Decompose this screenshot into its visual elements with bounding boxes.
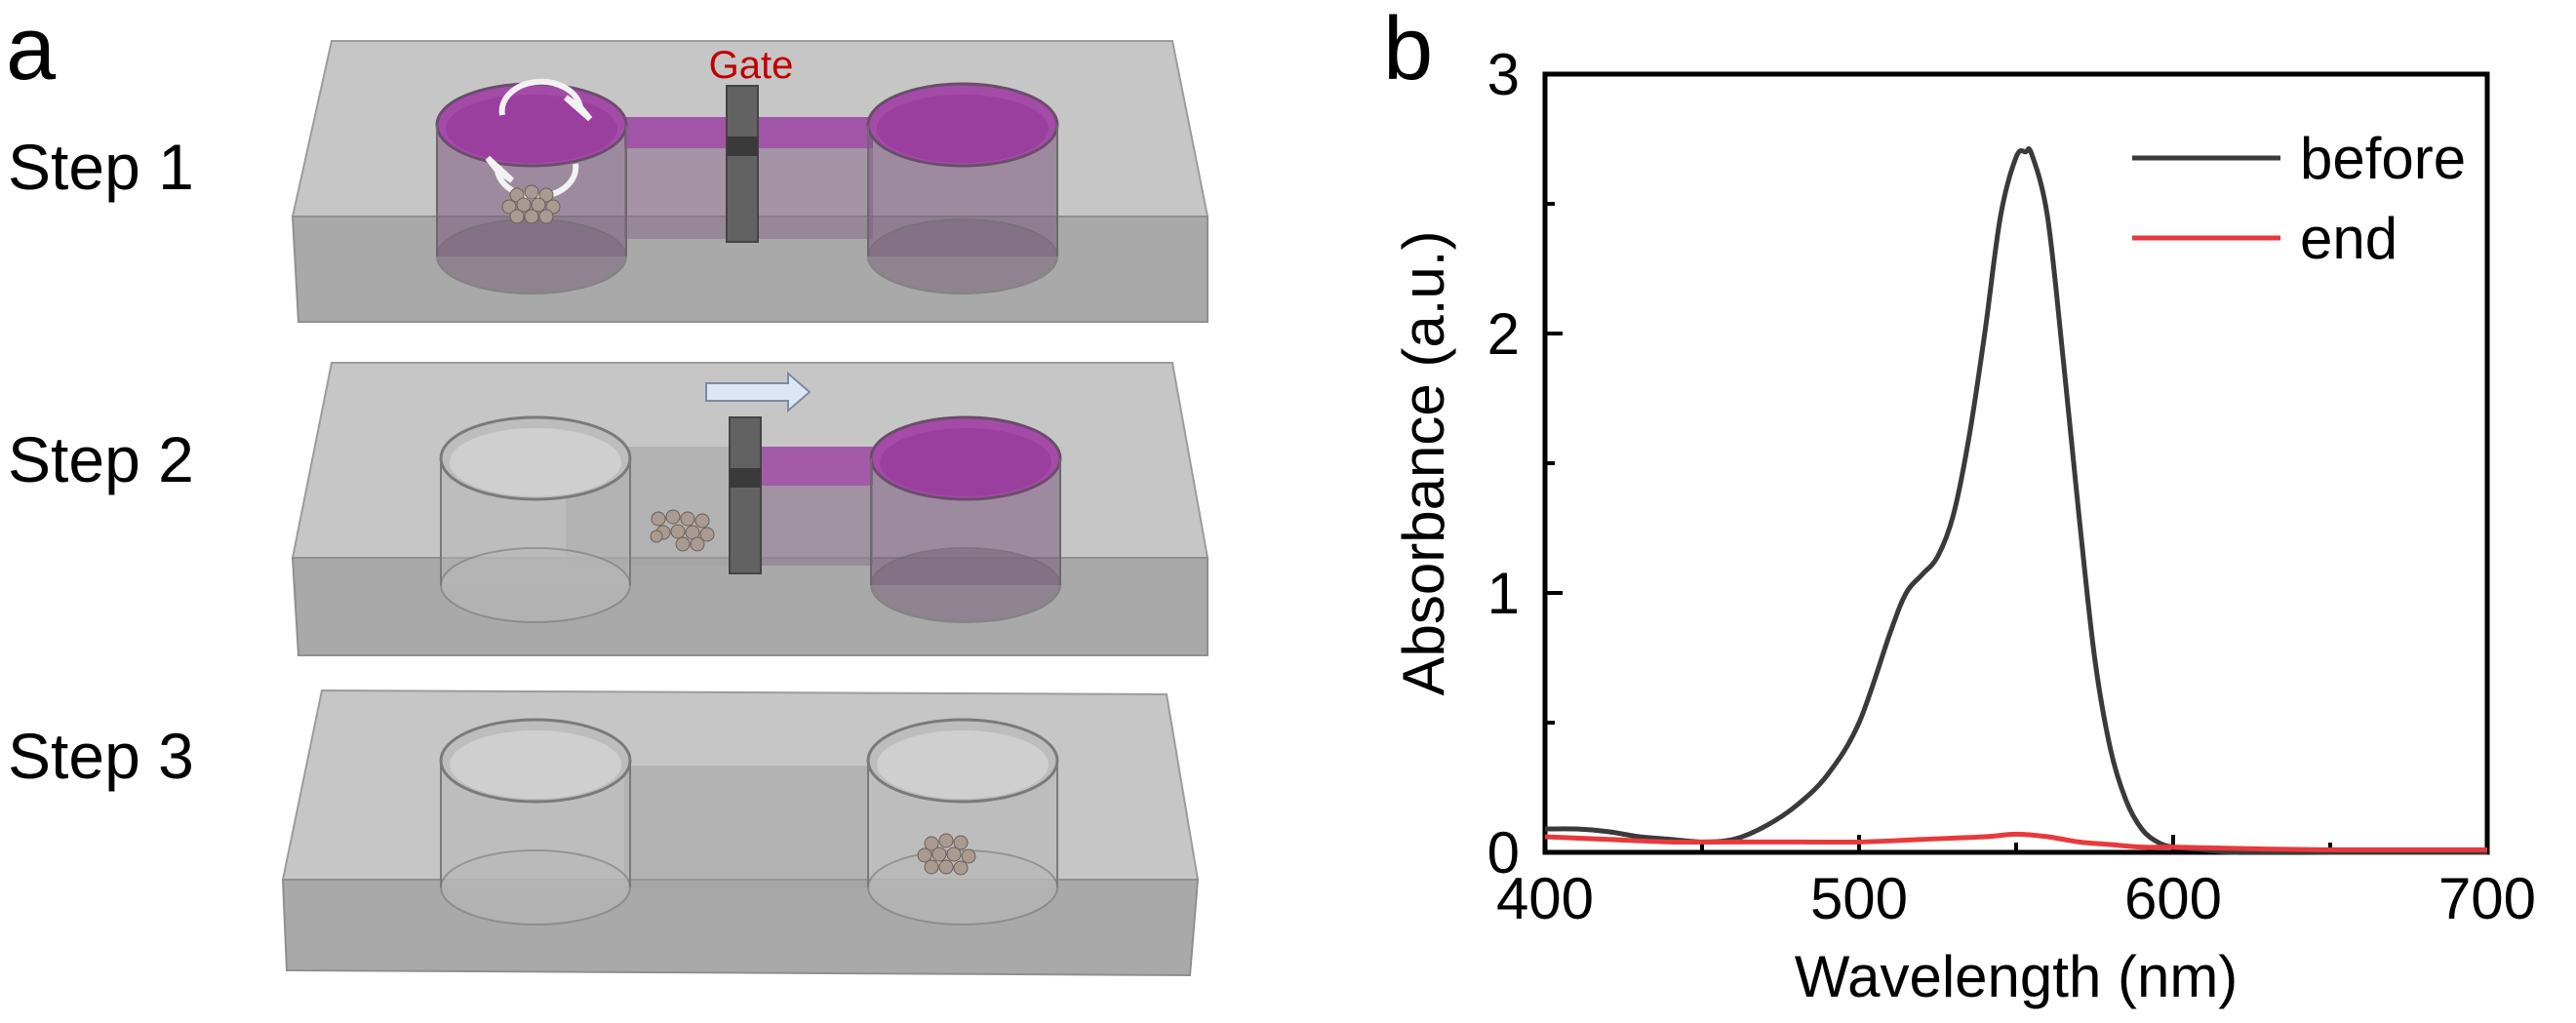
- y-tick-label: 2: [1487, 301, 1520, 367]
- chip-schematic: Gate: [281, 40, 1209, 977]
- x-axis-label: Wavelength (nm): [1795, 944, 2239, 1009]
- series-line-end: [1544, 831, 2488, 852]
- y-tick-label: 0: [1487, 820, 1520, 885]
- plot-area: 400 500 600 700 0 1 2 3 before end: [1487, 42, 2536, 931]
- legend-label-before: before: [2300, 126, 2466, 191]
- absorbance-chart: 400 500 600 700 0 1 2 3 before end Wavelength (nm…: [1391, 42, 2536, 1009]
- step-2-gate: [729, 416, 762, 574]
- panel-b-letter: b: [1383, 0, 1434, 98]
- step-1-gate: [726, 85, 759, 243]
- x-tick-label: 500: [1810, 866, 1908, 931]
- y-tick-label: 3: [1487, 42, 1520, 107]
- gate-label: Gate: [709, 44, 794, 87]
- x-tick-label: 600: [2124, 866, 2222, 931]
- series-line-before: [1544, 146, 2487, 855]
- step-2-right-well: [869, 415, 1062, 623]
- step-3-left-well: [439, 718, 632, 925]
- x-tick-label: 700: [2438, 866, 2536, 931]
- step-1-right-well: [866, 82, 1059, 295]
- step-1-label: Step 1: [8, 131, 194, 203]
- y-tick-label: 1: [1487, 561, 1520, 626]
- x-tick-label: 400: [1496, 866, 1594, 931]
- particles-step-3: [917, 833, 976, 876]
- step-2-label: Step 2: [8, 423, 194, 495]
- step-3-label: Step 3: [8, 720, 194, 792]
- particles-step-2: [650, 509, 715, 552]
- step-2-left-well: [439, 415, 632, 623]
- legend-label-end: end: [2300, 206, 2398, 271]
- particles-step-1: [501, 184, 561, 224]
- panel-a-letter: a: [6, 0, 57, 98]
- flow-arrow: [705, 371, 812, 413]
- step-2-chip: [291, 362, 1209, 656]
- y-axis-label: Absorbance (a.u.): [1391, 231, 1456, 696]
- step-1-chip: Gate: [291, 40, 1209, 323]
- step-3-chip: [281, 689, 1200, 977]
- step-3-right-well: [866, 718, 1059, 925]
